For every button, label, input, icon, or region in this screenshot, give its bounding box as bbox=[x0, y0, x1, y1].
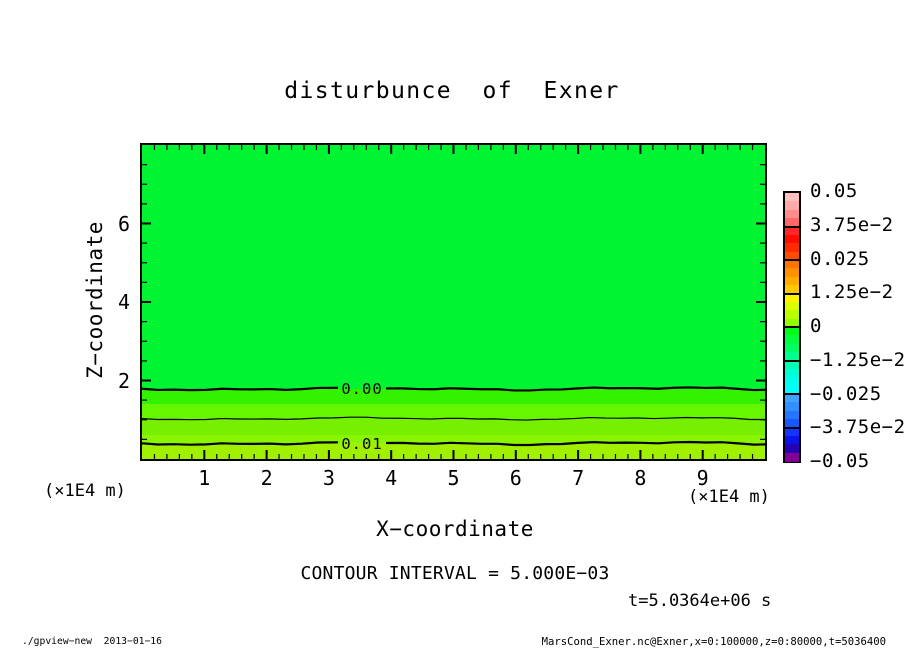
y-tick-label-4: 4 bbox=[117, 290, 130, 314]
colorbar-band-11 bbox=[785, 285, 799, 294]
colorbar-label-6: −0.025 bbox=[810, 382, 882, 405]
field-band-4 bbox=[142, 435, 765, 444]
colorbar-label-2: 0.025 bbox=[810, 247, 870, 270]
colorbar-band-24 bbox=[785, 394, 799, 403]
colorbar-band-15 bbox=[785, 318, 799, 328]
contour-and-ticks-layer: 0.00 0.01 bbox=[142, 145, 765, 459]
colorbar-divider bbox=[785, 259, 799, 261]
contour-line-0.005 bbox=[142, 416, 765, 421]
colorbar-band-2 bbox=[785, 209, 799, 219]
contour-label-0.01: 0.01 bbox=[341, 435, 382, 453]
colorbar bbox=[783, 191, 801, 463]
contour-line-0.00 bbox=[142, 386, 339, 392]
field-band-2 bbox=[142, 403, 765, 420]
field-band-1 bbox=[142, 388, 765, 405]
colorbar-label-8: −0.05 bbox=[810, 450, 870, 472]
x-tick-label-5: 5 bbox=[447, 466, 460, 490]
x-tick-label-4: 4 bbox=[385, 466, 398, 490]
footer-command-text: ./gpview−new 2013−01−16 bbox=[22, 636, 162, 647]
colorbar-label-4: 0 bbox=[810, 315, 822, 337]
colorbar-band-16 bbox=[785, 327, 799, 336]
x-tick-label-1: 1 bbox=[198, 466, 211, 490]
contour-label-0.00: 0.00 bbox=[341, 380, 382, 398]
colorbar-band-31 bbox=[785, 452, 799, 462]
colorbar-band-10 bbox=[785, 276, 799, 286]
y-tick-label-2: 2 bbox=[117, 368, 130, 393]
colorbar-band-20 bbox=[785, 360, 799, 370]
colorbar-band-23 bbox=[785, 385, 799, 395]
colorbar-band-30 bbox=[785, 444, 799, 454]
colorbar-band-26 bbox=[785, 410, 799, 420]
y-tick-label-6: 6 bbox=[117, 211, 130, 236]
time-annotation: t=5.0364e+06 s bbox=[628, 591, 772, 611]
field-band-3 bbox=[142, 418, 765, 436]
colorbar-band-28 bbox=[785, 427, 799, 437]
colorbar-band-5 bbox=[785, 234, 799, 244]
colorbar-band-18 bbox=[785, 343, 799, 353]
x-tick-label-8: 8 bbox=[634, 466, 647, 490]
footer-source-text: MarsCond_Exner.nc@Exner,x=0:100000,z=0:8… bbox=[541, 636, 886, 648]
colorbar-band-14 bbox=[785, 310, 799, 320]
colorbar-band-7 bbox=[785, 251, 799, 261]
contour-interval-text: CONTOUR INTERVAL = 5.000E−03 bbox=[300, 563, 610, 584]
colorbar-band-17 bbox=[785, 335, 799, 345]
colorbar-band-0 bbox=[785, 193, 799, 202]
colorbar-band-25 bbox=[785, 402, 799, 412]
colorbar-band-12 bbox=[785, 293, 799, 303]
colorbar-band-8 bbox=[785, 260, 799, 269]
colorbar-band-21 bbox=[785, 368, 799, 378]
field-band-0 bbox=[142, 145, 765, 390]
colorbar-label-3: 1.25e−2 bbox=[810, 281, 894, 304]
colorbar-divider bbox=[785, 225, 799, 228]
colorbar-divider bbox=[785, 359, 799, 362]
plot-title: disturbunce of Exner bbox=[284, 78, 620, 104]
plot-field: 0.00 0.01 bbox=[142, 145, 765, 459]
colorbar-band-1 bbox=[785, 201, 799, 211]
colorbar-bands bbox=[785, 193, 799, 462]
colorbar-label-5: −1.25e−2 bbox=[810, 348, 904, 371]
contour-line-0.00 bbox=[385, 386, 765, 392]
colorbar-band-22 bbox=[785, 377, 799, 387]
contour-line-0.01 bbox=[142, 441, 339, 446]
colorbar-label-1: 3.75e−2 bbox=[810, 213, 894, 236]
colorbar-label-0: 0.05 bbox=[810, 180, 858, 202]
x-tick-label-9: 9 bbox=[696, 466, 709, 490]
contour-line-0.01 bbox=[385, 440, 765, 447]
colorbar-band-19 bbox=[785, 352, 799, 361]
x-unit-label-left: (×1E4 m) bbox=[44, 481, 126, 501]
colorbar-divider bbox=[785, 326, 799, 328]
x-tick-label-3: 3 bbox=[322, 466, 335, 490]
colorbar-band-4 bbox=[785, 226, 799, 236]
colorbar-band-27 bbox=[785, 419, 799, 428]
colorbar-band-9 bbox=[785, 268, 799, 278]
colorbar-band-6 bbox=[785, 243, 799, 253]
x-tick-label-6: 6 bbox=[509, 466, 522, 490]
x-unit-label-right: (×1E4 m) bbox=[688, 487, 770, 507]
colorbar-divider bbox=[785, 292, 799, 295]
x-axis-label: X−coordinate bbox=[376, 517, 534, 541]
x-tick-label-2: 2 bbox=[260, 466, 273, 490]
x-tick-label-7: 7 bbox=[572, 466, 585, 490]
colorbar-band-13 bbox=[785, 301, 799, 311]
colorbar-band-3 bbox=[785, 218, 799, 227]
colorbar-label-7: −3.75e−2 bbox=[810, 416, 904, 439]
colorbar-divider bbox=[785, 393, 799, 395]
colorbar-divider bbox=[785, 426, 799, 429]
plot-area: 0.00 0.01 bbox=[140, 143, 767, 461]
colorbar-band-29 bbox=[785, 435, 799, 445]
